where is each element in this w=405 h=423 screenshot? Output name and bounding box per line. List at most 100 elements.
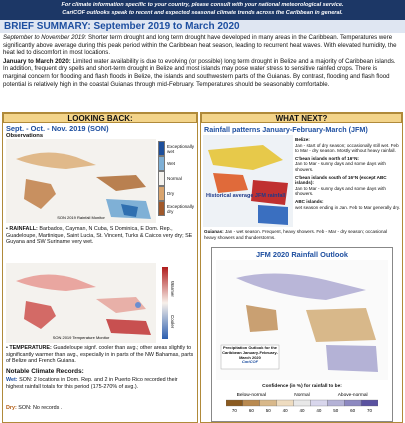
rain-map: SON 2019 Rainfall Monitor <box>6 139 156 223</box>
summary: September to November 2019: Shorter term… <box>3 34 402 89</box>
outlook-title: JFM 2020 Rainfall Outlook <box>256 250 348 259</box>
swatch <box>360 399 378 407</box>
subheading: Observations <box>6 133 44 139</box>
land <box>258 205 288 225</box>
brand: CariCOF <box>241 359 259 365</box>
caption-text: Precipitation Outlook for the Caribbean … <box>222 346 278 360</box>
region: ABC islands: wet season ending in Jan. Fe… <box>295 199 401 210</box>
legend-item: Dry <box>158 186 196 201</box>
swatch <box>293 399 311 407</box>
legend-tick: 40 <box>283 408 289 413</box>
land <box>135 302 141 308</box>
legend-tick: 60 <box>350 408 356 413</box>
legend-label: Exceptionally dry <box>167 203 195 214</box>
region-name: C'bean islands north of 16°N: <box>295 155 359 161</box>
text: SON: 2 locations in Dom. Rep. and 2 in P… <box>6 377 178 390</box>
swatch <box>310 399 328 407</box>
region: C'bean islands north of 16°N: Jan to Mar … <box>295 156 401 173</box>
legend-label: Wet <box>167 161 176 166</box>
land <box>24 301 56 329</box>
lead: TEMPERATURE: <box>9 345 52 351</box>
caption-box <box>220 344 280 370</box>
para: September to November 2019: Shorter term… <box>3 34 402 57</box>
region-name: C'bean islands south of 16°N (except ABC… <box>295 174 387 186</box>
legend-tick: 50 <box>333 408 339 413</box>
para: January to March 2020: Limited water ava… <box>3 58 402 88</box>
swatch <box>259 399 277 407</box>
land <box>251 180 288 205</box>
land <box>24 179 56 209</box>
caption-fo: Precipitation Outlook for the Caribbean … <box>222 346 278 365</box>
legend-label: Warmer <box>170 281 175 297</box>
section-header: LOOKING BACK: <box>3 113 197 123</box>
region-text: Jan - wet season. Frequent, heavy shower… <box>204 229 388 240</box>
outlook-map: Precipitation Outlook for the Caribbean … <box>216 260 388 380</box>
lead: RAINFALL: <box>9 226 38 232</box>
land <box>96 297 146 313</box>
legend-item: Exceptionally dry <box>158 201 196 216</box>
title: BRIEF SUMMARY: September 2019 to March 2… <box>0 20 405 33</box>
lead: Wet: <box>6 377 18 383</box>
legend-group: Normal <box>294 392 309 398</box>
right-column: WHAT NEXT? Rainfall patterns January-Feb… <box>200 112 403 423</box>
regions: Belize: Jan - start of dry season; occasi… <box>295 137 401 212</box>
legend-item: Exceptionally wet <box>158 141 196 156</box>
legend-group: Below-normal <box>237 392 266 398</box>
lead: September to November 2019: <box>3 34 87 41</box>
legend-label: Dry <box>167 191 175 196</box>
legend-tick: 40 <box>299 408 305 413</box>
caption: SON 2019 Temperature Monitor <box>53 335 110 340</box>
legend-group: Above-normal <box>338 392 368 398</box>
legend-tick: 40 <box>316 408 322 413</box>
region <box>306 308 376 342</box>
outlook-caption: Precipitation Outlook for the Caribbean … <box>222 346 278 365</box>
region-text: wet season ending in Jan. Feb to Mar gen… <box>295 204 401 210</box>
clim-map: Historical average JFM rainfall <box>203 135 293 227</box>
swatch <box>158 171 165 186</box>
rain-title: Rainfall patterns January-February-March… <box>204 125 368 134</box>
region-text: Jan to Mar - sunny days and some days wi… <box>295 185 386 197</box>
text: Barbados, Cayman, N Cuba, S Dominica, E … <box>6 226 193 246</box>
legend-item: Wet <box>158 156 196 171</box>
land <box>213 173 248 193</box>
region-text: Jan to Mar - sunny days and some days wi… <box>295 161 386 172</box>
legend-tick: 70 <box>232 408 238 413</box>
rain-legend: Exceptionally wet Wet Normal Dry Exceptional… <box>158 141 196 216</box>
rain-bullet: • RAINFALL: Barbados, Cayman, N Cuba, S … <box>6 226 193 246</box>
temp-legend: Warmer Cooler <box>162 267 175 339</box>
dry-record: Dry: SON: No records . <box>6 405 194 412</box>
land <box>208 145 283 170</box>
region-name: Belize: <box>295 137 310 142</box>
legend-title: Confidence (in %) for rainfall to be: <box>262 384 342 389</box>
swatch <box>158 156 165 171</box>
region: Belize: Jan - start of dry season; occasi… <box>295 137 401 154</box>
legend-label: Exceptionally wet <box>167 143 195 154</box>
wet-record: Wet: SON: 2 locations in Dom. Rep. and 2… <box>6 377 194 390</box>
swatch <box>226 399 244 407</box>
subnotice: CariCOF outlooks speak to recent and exp… <box>62 10 343 16</box>
temp-map: SON 2019 Temperature Monitor <box>6 263 156 343</box>
text: Shorter term drought and long term droug… <box>3 34 397 57</box>
banner: For climate information specific to your… <box>0 0 405 20</box>
swatch <box>158 201 165 216</box>
left-column: LOOKING BACK: Sept. - Oct. - Nov. 2019 (… <box>2 112 198 423</box>
swatch <box>158 186 165 201</box>
period: Sept. - Oct. - Nov. 2019 (SON) <box>6 124 109 133</box>
legend-label: Normal <box>167 176 182 181</box>
land <box>16 152 96 169</box>
lead: Dry: <box>6 405 17 411</box>
region <box>326 345 378 372</box>
caption: Historical average JFM rainfall <box>206 193 286 199</box>
legend-tick: 70 <box>367 408 373 413</box>
legend-tick: 60 <box>249 408 255 413</box>
land <box>121 204 138 217</box>
text: SON: No records . <box>18 405 63 411</box>
legend-label: Cooler <box>170 315 175 329</box>
region-name: ABC islands: <box>295 198 324 204</box>
color-bar <box>162 267 168 339</box>
swatch <box>276 399 294 407</box>
region: C'bean islands south of 16°N (except ABC… <box>295 175 401 197</box>
